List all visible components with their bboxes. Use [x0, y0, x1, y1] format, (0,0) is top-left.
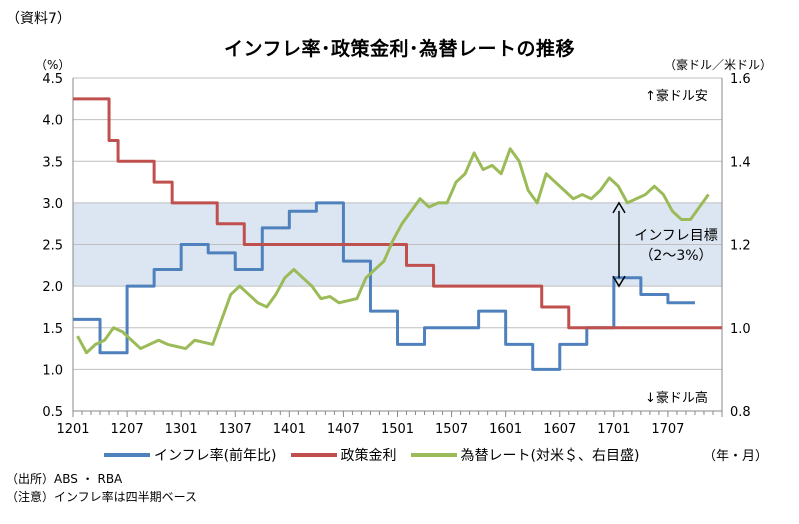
y-left-tick-label: 2.0: [42, 280, 63, 295]
policy-rate-line: [73, 97, 722, 330]
y-right-tick-label: 1.2: [730, 239, 751, 254]
x-tick-label: 1207: [111, 422, 144, 437]
y-left-tick-label: 0.5: [42, 405, 63, 420]
legend: インフレ率(前年比) 政策金利 為替レート(対米＄、右目盛): [104, 445, 639, 465]
aud-stronger-annotation: ↓豪ドル高: [645, 390, 708, 406]
legend-swatch-fx: [410, 453, 457, 457]
legend-item-fx: 為替レート(対米＄、右目盛): [410, 445, 640, 465]
x-tick-label: 1301: [165, 422, 198, 437]
aud-weaker-annotation: ↑豪ドル安: [645, 88, 708, 104]
target-arrow-head-up: [612, 201, 626, 214]
chart-plot: 0.5 1.0 1.5 2.0 2.5 3.0 3.5 4.0 4.5 0.8 1.0 1.2 1.4 1…: [42, 72, 751, 437]
legend-item-inflation: インフレ率(前年比): [104, 445, 277, 465]
right-axis-unit: （豪ドル／米ドル）: [664, 58, 773, 72]
x-tick-label: 1401: [273, 422, 306, 437]
x-tick-label: 1307: [219, 422, 252, 437]
y-right-tick-label: 1.0: [730, 322, 751, 337]
y-left-tick-label: 2.5: [42, 239, 63, 254]
inflation-target-range: （2～3%）: [639, 248, 712, 264]
y-left-tick-label: 4.5: [42, 72, 63, 87]
document-label: （資料7）: [6, 11, 71, 27]
x-tick-label: 1707: [651, 422, 684, 437]
y-left-tick-label: 3.5: [42, 155, 63, 170]
source-note: （出所）ABS ・ RBA: [6, 472, 123, 486]
y-left-tick-label: 4.0: [42, 114, 63, 129]
y-right-tick-label: 1.4: [730, 155, 751, 170]
x-tick-label: 1601: [489, 422, 522, 437]
x-axis-unit: （年・月）: [703, 449, 769, 464]
x-tick-label: 1507: [435, 422, 468, 437]
left-axis-unit: （%）: [35, 58, 71, 72]
x-tick-label: 1501: [381, 422, 414, 437]
legend-swatch-policy-rate: [290, 453, 337, 457]
y-right-tick-label: 1.6: [730, 72, 751, 87]
x-tick-label: 1201: [56, 422, 89, 437]
legend-label-fx: 為替レート(対米＄、右目盛): [460, 448, 640, 464]
y-left-tick-label: 3.0: [42, 197, 63, 212]
y-right-tick-label: 0.8: [730, 405, 751, 420]
legend-label-inflation: インフレ率(前年比): [154, 448, 277, 464]
legend-swatch-inflation: [104, 453, 150, 457]
chart-title: インフレ率･政策金利･為替レートの推移: [224, 38, 575, 60]
x-tick-label: 1701: [597, 422, 630, 437]
y-left-tick-label: 1.0: [42, 363, 63, 378]
fx-rate-line: [76, 147, 710, 355]
target-arrow-head-down: [612, 275, 626, 288]
x-tick-label: 1407: [327, 422, 360, 437]
legend-item-policy-rate: 政策金利: [290, 445, 397, 465]
inflation-target-label: インフレ目標: [634, 228, 718, 244]
legend-label-policy-rate: 政策金利: [340, 448, 397, 464]
x-tick-label: 1607: [543, 422, 576, 437]
footnote: （注意）インフレ率は四半期ベース: [6, 490, 198, 504]
y-left-tick-label: 1.5: [42, 322, 63, 337]
